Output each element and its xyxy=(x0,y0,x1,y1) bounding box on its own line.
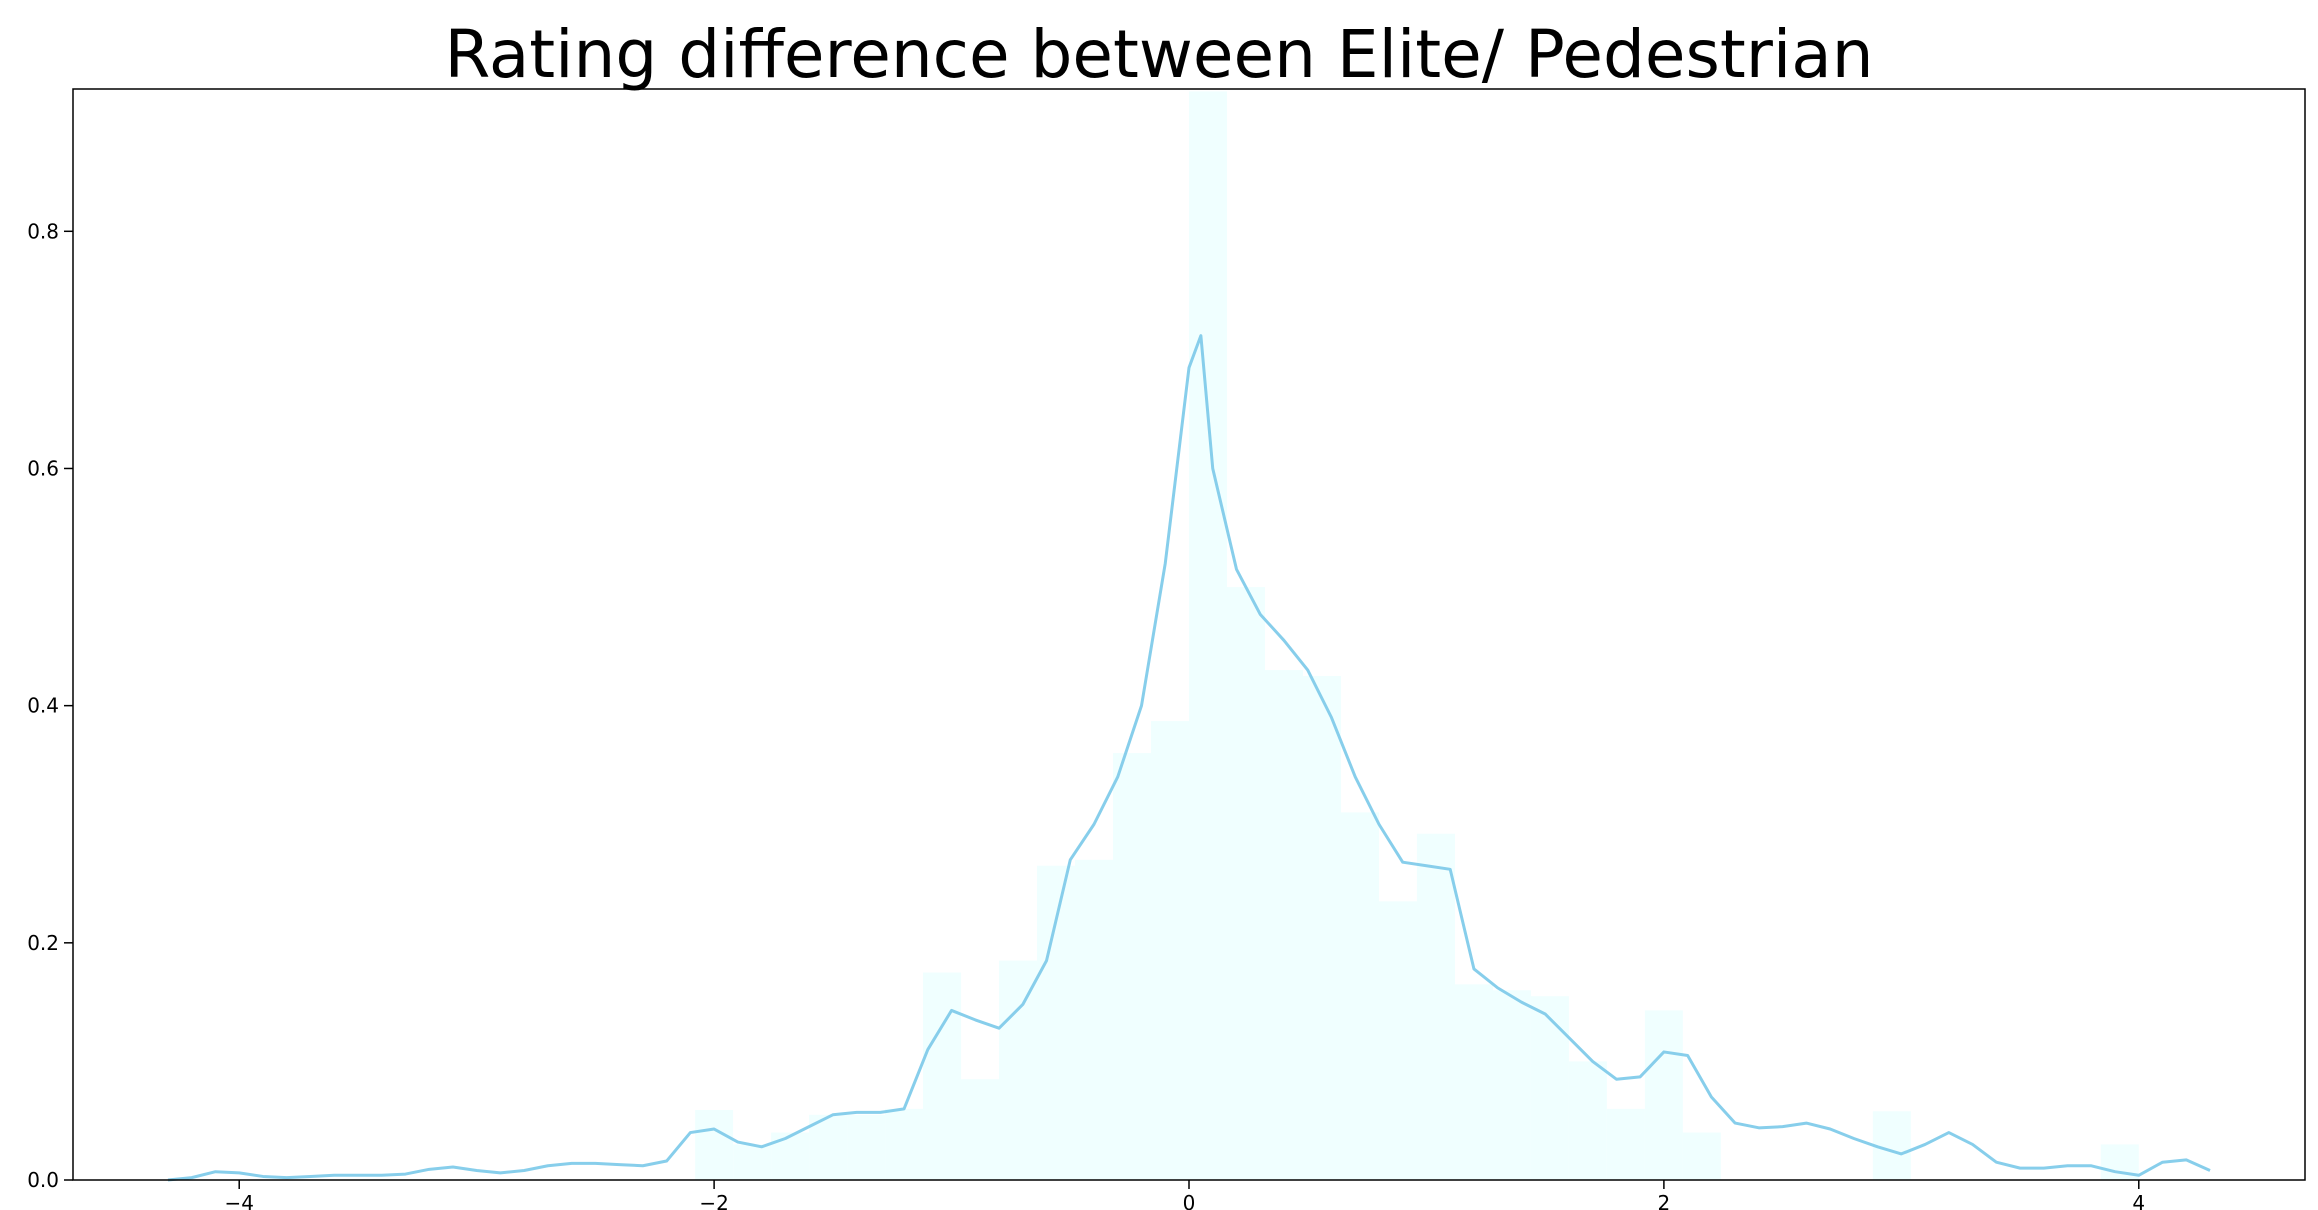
histogram-bar xyxy=(847,1114,886,1180)
density-layer xyxy=(167,334,2211,1182)
density-line xyxy=(167,334,2211,1182)
y-tick-label: 0.0 xyxy=(27,1168,59,1192)
histogram-bar xyxy=(809,1114,848,1180)
x-tick-label: 4 xyxy=(2132,1191,2145,1210)
histogram-bar xyxy=(1113,753,1152,1180)
histogram-bar xyxy=(1264,670,1303,1180)
histogram-bar xyxy=(1075,859,1114,1180)
histogram-bar xyxy=(1302,676,1341,1180)
histogram-bar xyxy=(771,1132,810,1180)
histogram-bar xyxy=(1416,833,1455,1180)
histogram-bar xyxy=(961,1079,1000,1180)
chart-title: Rating difference between Elite/ Pedestr… xyxy=(444,16,1874,93)
histogram-bar xyxy=(999,960,1038,1180)
histogram-bar xyxy=(1340,812,1379,1180)
y-tick-label: 0.4 xyxy=(27,694,59,718)
histogram-bar xyxy=(1378,901,1417,1180)
x-tick-label: −4 xyxy=(224,1191,253,1210)
histogram-bar xyxy=(1492,990,1531,1180)
histogram-bar xyxy=(923,972,962,1180)
histogram-bar xyxy=(1226,587,1265,1180)
x-tick-label: −2 xyxy=(699,1191,728,1210)
histogram-bar xyxy=(1530,996,1569,1180)
histogram-bar xyxy=(1872,1111,1911,1180)
histogram-bar xyxy=(1606,1108,1645,1180)
histogram-bar xyxy=(1568,1061,1607,1180)
histogram-bar xyxy=(1644,1010,1683,1180)
histogram-bar xyxy=(1454,984,1493,1180)
histogram-bar xyxy=(695,1110,734,1180)
y-tick-label: 0.6 xyxy=(27,456,59,480)
histogram-bar xyxy=(1189,91,1227,1181)
axes-layer: −4 −2 0 2 4 0.0 0.2 0.4 0.6 0.8 xyxy=(27,88,2306,1210)
y-tick-label: 0.2 xyxy=(27,931,59,955)
histogram-bar xyxy=(733,1144,772,1180)
histogram-bar xyxy=(1682,1132,1721,1180)
histogram-bar xyxy=(1037,865,1076,1180)
histogram-bar xyxy=(1151,721,1189,1180)
histogram-bar xyxy=(885,1108,924,1180)
x-tick-label: 2 xyxy=(1658,1191,1671,1210)
histogram-layer xyxy=(695,91,2139,1181)
x-tick-label: 0 xyxy=(1183,1191,1196,1210)
y-tick-label: 0.8 xyxy=(27,219,59,243)
